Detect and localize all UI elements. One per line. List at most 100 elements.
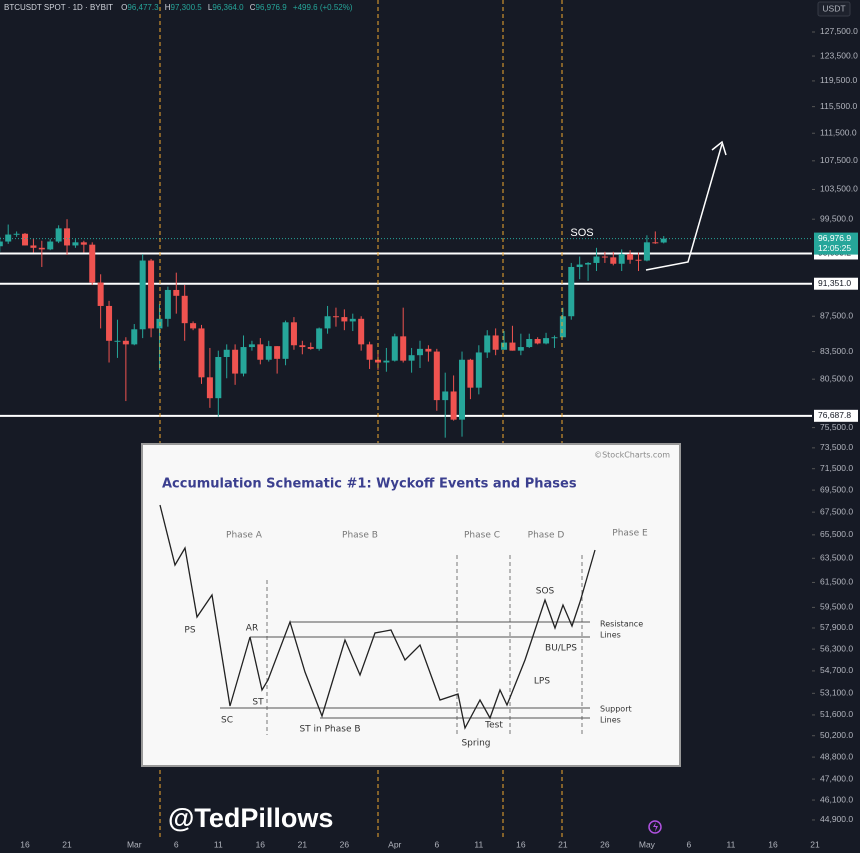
candle-body: [551, 337, 558, 339]
candle-body: [400, 336, 407, 361]
y-tick-label: 46,100.0: [820, 794, 853, 804]
candle-body: [164, 289, 171, 319]
x-tick-label: 11: [474, 839, 483, 849]
candle-body: [156, 318, 163, 329]
x-tick-label: 16: [516, 839, 526, 849]
candle-body: [131, 329, 138, 345]
y-tick-label: 63,500.0: [820, 553, 853, 563]
candle-body: [181, 295, 188, 324]
candle-body: [374, 359, 381, 363]
arrow-head: [711, 140, 727, 156]
icon[interactable]: [648, 820, 662, 834]
currency-box: [817, 1, 851, 17]
header: BTCUSDT SPOT · 1D · BYBIT O96,477.3 H97,…: [4, 3, 353, 12]
x-tick-label: 16: [20, 839, 30, 849]
inset-credit: ©StockCharts.com: [594, 451, 670, 460]
candle-body: [257, 344, 264, 360]
y-tick-label: 123,500.0: [820, 50, 858, 60]
candle-body: [282, 322, 289, 359]
candle-body: [601, 256, 608, 258]
candle-body: [206, 377, 213, 399]
candle-body: [450, 391, 457, 420]
phase-label: Phase D: [528, 531, 565, 541]
y-tick-label: 87,500.0: [820, 310, 853, 320]
candle-body: [22, 233, 29, 246]
currency: USDT: [822, 3, 845, 13]
candle-body: [467, 359, 474, 388]
candle-body: [593, 256, 600, 263]
y-tick-label: 103,500.0: [820, 184, 858, 194]
phase-label: Phase A: [226, 531, 263, 541]
ohlc-value: 96,364.0: [212, 3, 244, 12]
y-tick-label: 75,500.0: [820, 422, 853, 432]
candle-body: [290, 322, 297, 346]
y-tick-label: 47,400.0: [820, 773, 853, 783]
candle-body: [534, 339, 541, 344]
y-tick-label: 51,600.0: [820, 709, 853, 719]
candle-body: [543, 338, 550, 344]
candle-body: [341, 317, 348, 322]
candle-body: [358, 318, 365, 345]
arrow-line: [645, 143, 723, 271]
ohlc-key: L: [208, 3, 213, 12]
candle-body: [324, 316, 331, 329]
phase-dividers: [266, 555, 583, 735]
x-tick-label: Mar: [127, 839, 142, 849]
candle-body: [585, 262, 592, 265]
candle-body: [97, 282, 104, 306]
candle-body: [568, 266, 575, 317]
candle-body: [38, 247, 45, 250]
candle-body: [652, 242, 659, 244]
x-tick-label: 26: [340, 839, 350, 849]
level-label: 91,351.0: [818, 278, 851, 288]
ohlc-key: O: [121, 3, 127, 12]
event-label: ST in Phase B: [299, 725, 360, 735]
x-tick-label: 21: [558, 839, 568, 849]
candle-body: [0, 241, 3, 247]
candle-body: [316, 328, 323, 349]
y-tick-label: 69,500.0: [820, 484, 853, 494]
event-label: PS: [184, 626, 195, 636]
candle-body: [576, 264, 583, 267]
y-tick-label: 111,500.0: [820, 127, 857, 137]
event-label: Spring: [461, 739, 490, 749]
y-tick-label: 53,100.0: [820, 688, 853, 698]
candle-body: [30, 245, 37, 248]
event-label: ST: [252, 698, 264, 708]
y-tick-label: 48,800.0: [820, 751, 853, 761]
ohlc-key: C: [250, 3, 256, 12]
candle-body: [265, 346, 272, 360]
candle-body: [383, 360, 390, 363]
candle-body: [492, 335, 499, 350]
y-tick-label: 73,500.0: [820, 442, 853, 452]
x-tick-label: 6: [174, 839, 179, 849]
candle-body: [618, 254, 625, 264]
x-tick-label: Apr: [388, 839, 401, 849]
symbol: BTCUSDT SPOT · 1D · BYBIT: [4, 3, 113, 12]
candle-body: [106, 305, 113, 341]
candle-body: [299, 345, 306, 348]
candle-body: [559, 316, 566, 338]
candle-body: [417, 348, 423, 356]
y-tick-label: 127,500.0: [820, 26, 858, 36]
y-tick-label: 80,500.0: [820, 373, 853, 383]
level-label: 76,687.8: [818, 410, 851, 420]
candle-body: [459, 359, 466, 420]
candle-body: [122, 340, 129, 345]
inset-frame: [141, 443, 681, 767]
candle-body: [248, 344, 255, 348]
candle-body: [215, 357, 222, 399]
ohlc-value: 96,477.3: [127, 3, 159, 12]
candle-body: [408, 355, 415, 361]
y-tick-label: 59,500.0: [820, 602, 853, 612]
ohlc-value: 96,976.9: [256, 3, 288, 12]
watermark: @TedPillows: [168, 803, 333, 833]
candle-body: [509, 342, 516, 351]
y-tick-label: 65,500.0: [820, 529, 853, 539]
candle-body: [223, 349, 230, 358]
candle-body: [148, 260, 155, 329]
phase-label: Phase B: [342, 531, 378, 541]
candle-body: [627, 254, 634, 260]
y-tick-label: 44,900.0: [820, 814, 853, 824]
